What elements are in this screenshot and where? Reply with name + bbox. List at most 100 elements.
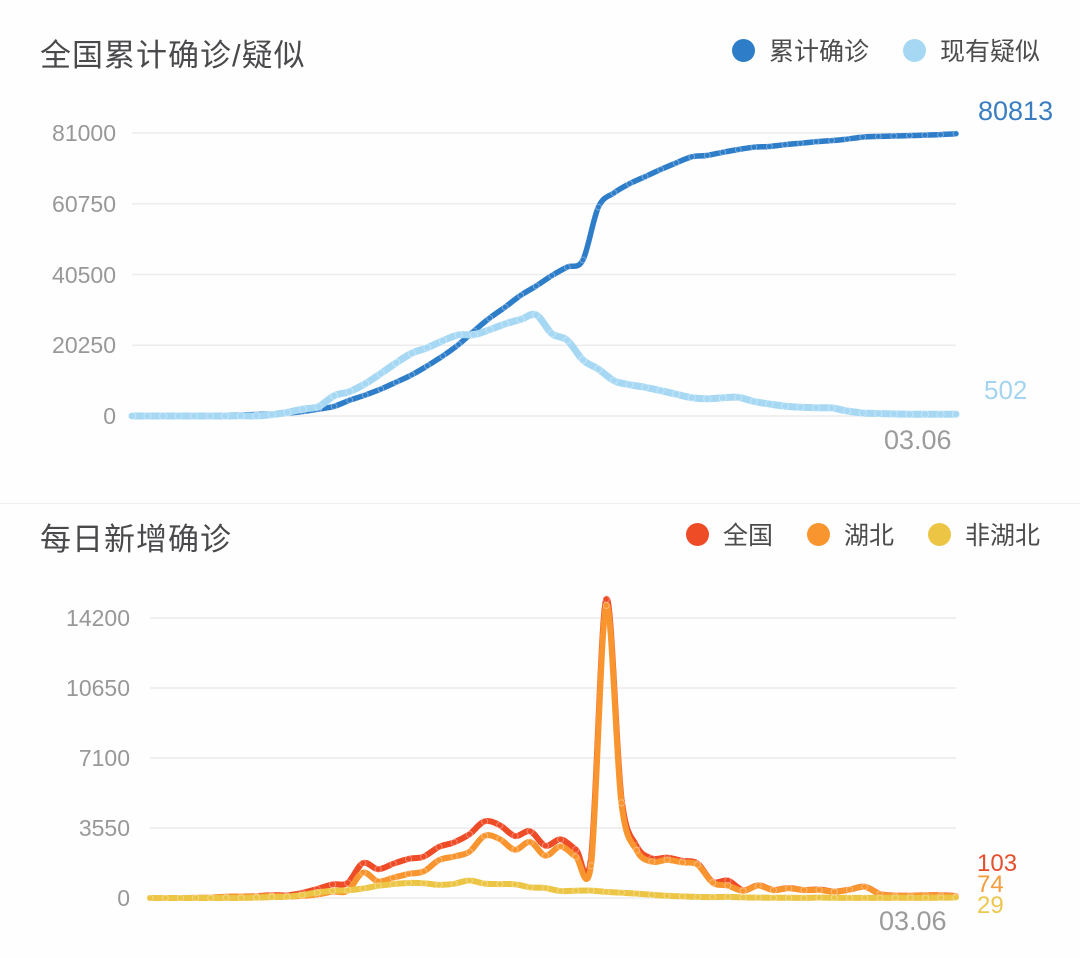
current-suspected-marker xyxy=(361,379,370,388)
current-suspected-marker xyxy=(656,386,665,395)
hubei-new-marker xyxy=(724,882,732,890)
current-suspected-marker xyxy=(298,405,308,414)
current-suspected-marker xyxy=(672,390,681,399)
non-hubei-new-marker xyxy=(313,888,321,897)
non-hubei-new-marker xyxy=(891,894,899,902)
non-hubei-new-marker xyxy=(268,893,276,901)
hubei-new-marker xyxy=(739,887,747,895)
current-suspected-marker xyxy=(889,409,898,418)
cumulative-confirmed-marker xyxy=(672,159,680,167)
non-hubei-new-marker xyxy=(541,884,550,892)
current-suspected-marker xyxy=(345,387,354,396)
y-axis-tick-label: 81000 xyxy=(52,120,116,146)
non-hubei-new-marker xyxy=(861,894,869,902)
daily-new-chart-title: 每日新增确诊 xyxy=(40,522,232,557)
non-hubei-new-marker xyxy=(222,894,230,902)
non-hubei-new-marker xyxy=(906,894,915,902)
hubei-new-marker xyxy=(602,601,610,610)
legend-item-hubei-new[interactable]: 湖北 xyxy=(806,516,894,552)
non-hubei-new-marker xyxy=(693,893,702,901)
current-suspected-marker xyxy=(236,411,245,420)
legend-label: 累计确诊 xyxy=(768,38,869,66)
cumulative-confirmed-marker xyxy=(392,378,400,386)
x-axis-date-label: 03.06 xyxy=(879,906,947,936)
non-hubei-new-marker xyxy=(572,887,580,895)
current-suspected-marker xyxy=(485,325,494,334)
non-hubei-new-marker xyxy=(845,894,854,902)
cumulative-confirmed-marker xyxy=(750,143,758,151)
non-hubei-new-marker xyxy=(876,894,884,902)
end-value-non-hubei-new: 29 xyxy=(977,892,1004,919)
hubei-new-line xyxy=(147,602,959,901)
current-suspected-marker xyxy=(205,411,214,421)
cumulative-confirmed-marker xyxy=(906,132,913,140)
legend-item-non-hubei-new[interactable]: 非湖北 xyxy=(927,516,1040,552)
non-hubei-new-marker xyxy=(192,894,200,902)
legend-dot-hubei-new xyxy=(806,522,830,546)
national-new-marker xyxy=(404,855,413,863)
legend-item-current-suspected[interactable]: 现有疑似 xyxy=(902,32,1040,68)
national-new-marker xyxy=(496,821,504,829)
hubei-new-marker xyxy=(754,882,762,890)
cumulative-confirmed-marker xyxy=(532,282,540,290)
current-suspected-marker xyxy=(827,403,836,412)
national-new-marker xyxy=(481,817,489,826)
non-hubei-new-marker xyxy=(359,884,367,893)
current-suspected-marker xyxy=(392,358,401,367)
current-suspected-marker xyxy=(594,365,603,374)
hubei-new-marker xyxy=(496,835,504,843)
legend-item-cumulative-confirmed[interactable]: 累计确诊 xyxy=(731,32,869,68)
current-suspected-marker xyxy=(625,380,634,389)
non-hubei-new-marker xyxy=(724,893,732,901)
non-hubei-new-marker xyxy=(374,882,382,890)
hubei-new-marker xyxy=(465,848,473,856)
non-hubei-new-marker xyxy=(785,894,793,902)
non-hubei-new-marker xyxy=(754,894,762,902)
current-suspected-marker xyxy=(330,391,339,400)
non-hubei-new-marker xyxy=(511,880,519,888)
national-new-marker xyxy=(557,835,565,844)
legend-item-national-new[interactable]: 全国 xyxy=(685,516,773,552)
cumulative-confirmed-marker xyxy=(641,173,649,181)
current-suspected-marker xyxy=(951,410,961,419)
cumulative-confirmed-marker xyxy=(766,143,773,150)
hubei-new-marker xyxy=(404,870,413,878)
current-suspected-marker xyxy=(874,409,883,418)
hubei-new-marker xyxy=(557,842,565,851)
y-axis-tick-label: 0 xyxy=(103,403,116,429)
national-new-marker xyxy=(328,880,337,889)
cumulative-confirmed-marker xyxy=(501,303,509,311)
current-suspected-marker xyxy=(920,410,930,419)
current-suspected-marker xyxy=(812,403,821,412)
hubei-new-marker xyxy=(587,862,595,870)
non-hubei-new-marker xyxy=(146,894,154,902)
non-hubei-new-marker xyxy=(176,894,184,902)
daily-new-chart-legend: 全国 湖北 非湖北 xyxy=(685,516,1040,552)
national-new-marker xyxy=(572,845,580,854)
national-new-marker xyxy=(389,860,397,868)
non-hubei-new-marker xyxy=(800,894,808,902)
y-axis-tick-label: 10650 xyxy=(66,675,130,701)
hubei-new-marker xyxy=(420,867,428,876)
non-hubei-new-marker xyxy=(663,892,671,900)
hubei-new-marker xyxy=(678,858,686,867)
non-hubei-new-marker xyxy=(481,880,489,888)
non-hubei-new-marker xyxy=(420,879,428,887)
cumulative-confirmed-marker xyxy=(377,385,385,393)
non-hubei-new-marker xyxy=(328,887,337,895)
non-hubei-new-marker xyxy=(252,894,261,902)
current-suspected-line xyxy=(128,310,960,420)
current-suspected-marker xyxy=(127,411,137,421)
current-suspected-marker xyxy=(469,330,479,339)
hubei-new-marker xyxy=(861,883,869,891)
cumulative-confirmed-marker xyxy=(719,148,727,156)
national-new-marker xyxy=(526,827,534,835)
non-hubei-new-marker xyxy=(617,889,626,897)
y-axis-tick-label: 40500 xyxy=(52,261,116,288)
cumulative-confirmed-marker xyxy=(890,132,898,140)
non-hubei-new-marker xyxy=(450,880,458,888)
non-hubei-new-marker xyxy=(830,894,838,902)
current-suspected-marker xyxy=(423,343,432,352)
current-suspected-marker xyxy=(314,402,323,411)
